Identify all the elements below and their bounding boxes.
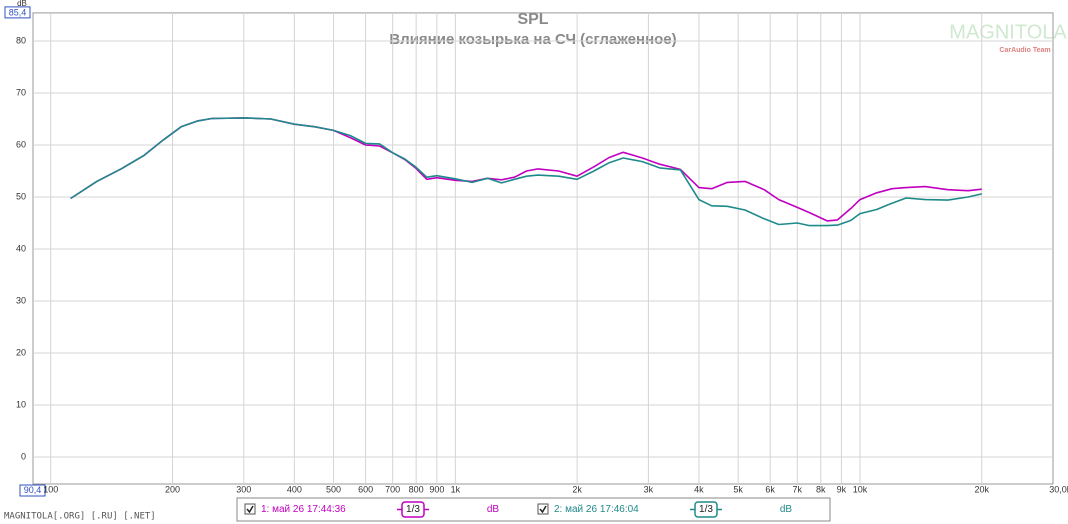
legend-smoothing-box — [401, 501, 425, 518]
y-tick-label: 30 — [16, 295, 26, 305]
x-tick-label: 100 — [43, 484, 58, 494]
x-tick-label: 700 — [385, 484, 400, 494]
chart-title: SPL — [517, 11, 548, 28]
x-tick-label: 90,4 — [24, 485, 42, 495]
x-tick-label: 800 — [409, 484, 424, 494]
x-tick-label: 8k — [816, 484, 826, 494]
x-tick-label: 900 — [429, 484, 444, 494]
x-tick-label: 5k — [733, 484, 743, 494]
y-tick-label: 50 — [16, 191, 26, 201]
x-tick-label: 600 — [358, 484, 373, 494]
legend-check — [539, 505, 547, 514]
x-tick-label: 4k — [694, 484, 704, 494]
y-tick-label: 70 — [16, 87, 26, 97]
x-tick-label: 500 — [326, 484, 341, 494]
logo: MAGNITOLA — [949, 21, 1067, 43]
legend-smoothing: 1/3 — [406, 504, 420, 515]
x-tick-label: 9k — [837, 484, 847, 494]
series-line — [70, 117, 982, 227]
x-tick-label: 20k — [974, 484, 989, 494]
x-tick-label: 7k — [793, 484, 803, 494]
x-tick-label: 6k — [765, 484, 775, 494]
y-tick-label: 0 — [21, 451, 26, 461]
legend-label: 2: май 26 17:46:04 — [554, 504, 639, 515]
legend-checkbox[interactable] — [537, 503, 549, 515]
legend-unit: dB — [780, 504, 793, 515]
y-tick-label: 20 — [16, 347, 26, 357]
legend-smoothing-box — [694, 501, 718, 518]
y-tick-label: 80 — [16, 35, 26, 45]
y-tick-label: 60 — [16, 139, 26, 149]
y-axis-label: dB — [17, 0, 27, 8]
watermark: MAGNITOLA[.ORG] [.RU] [.NET] — [4, 512, 156, 522]
x-tick-label: 2k — [572, 484, 582, 494]
plot-area — [32, 12, 1054, 485]
x-tick-label: 200 — [165, 484, 180, 494]
y-tick-label: 40 — [16, 243, 26, 253]
legend-checkbox[interactable] — [244, 503, 256, 515]
x-tick-label: 30,0k Hz — [1049, 484, 1068, 494]
logo-subtitle: CarAudio Team — [999, 47, 1050, 54]
legend-label: 1: май 26 17:44:36 — [261, 504, 346, 515]
legend-unit: dB — [487, 504, 500, 515]
legend-check — [246, 505, 254, 514]
x-tick-label: 3k — [644, 484, 654, 494]
legend-smoothing: 1/3 — [699, 504, 713, 515]
x-limit-box — [19, 484, 46, 497]
legend — [236, 497, 831, 522]
x-tick-label: 10k — [853, 484, 868, 494]
x-tick-label: 1k — [451, 484, 461, 494]
chart-subtitle: Влияние козырька на СЧ (сглаженное) — [389, 31, 676, 48]
y-tick-label: 85,4 — [9, 7, 27, 17]
y-tick-label: 10 — [16, 399, 26, 409]
y-limit-box — [4, 6, 31, 19]
x-tick-label: 300 — [236, 484, 251, 494]
x-tick-label: 400 — [287, 484, 302, 494]
